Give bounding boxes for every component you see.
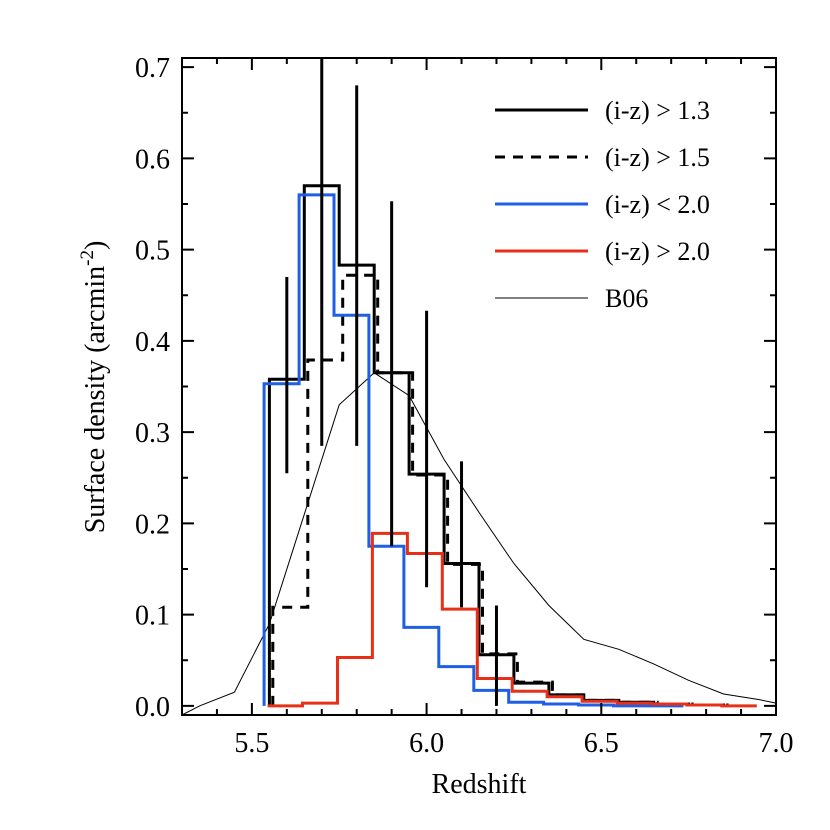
x-tick-label: 7.0 (759, 728, 794, 759)
series-b06 (182, 372, 776, 715)
y-axis-title-superscript: -2 (77, 250, 98, 266)
y-tick-label: 0.5 (135, 236, 170, 267)
y-tick-label: 0.7 (135, 53, 170, 84)
series-i-z-1-5 (271, 273, 729, 707)
x-tick-label: 6.5 (584, 728, 619, 759)
y-tick-label: 0.4 (135, 327, 170, 358)
x-tick-label: 5.5 (234, 728, 269, 759)
x-tick-label: 6.0 (409, 728, 444, 759)
series-layer (182, 184, 776, 715)
y-tick-label: 0.3 (135, 418, 170, 449)
x-axis-title: Redshift (432, 769, 527, 800)
y-tick-label: 0.6 (135, 144, 170, 175)
y-axis-title-close: ) (80, 241, 111, 250)
legend-label-i-z-1-5: (i-z) > 1.5 (605, 143, 710, 172)
y-tick-label: 0.1 (135, 601, 170, 632)
legend-label-i-z-1-3: (i-z) > 1.3 (605, 96, 710, 125)
plot-area (181, 57, 777, 716)
legend: (i-z) > 1.3 (i-z) > 1.5 (i-z) < 2.0 (i-z) >… (495, 96, 710, 313)
y-axis-title-main: Surface density (arcmin (80, 266, 111, 533)
legend-label-i-z-2-0: (i-z) < 2.0 (605, 190, 710, 219)
y-axis-title: Surface density (arcmin-2) (77, 241, 111, 534)
legend-label-b06: B06 (605, 284, 648, 313)
series-i-z-2-0 (262, 193, 684, 708)
y-axis: 0.0 0.1 0.2 0.3 0.4 0.5 0.6 0.7 (135, 53, 776, 723)
x-axis: 5.5 6.0 6.5 7.0 (181, 58, 794, 759)
legend-label-i-z-2-0: (i-z) > 2.0 (605, 237, 710, 266)
y-tick-label: 0.0 (135, 692, 170, 723)
y-tick-label: 0.2 (135, 509, 170, 540)
errorbar-layer (285, 58, 498, 706)
series-i-z-2-0 (267, 531, 757, 708)
